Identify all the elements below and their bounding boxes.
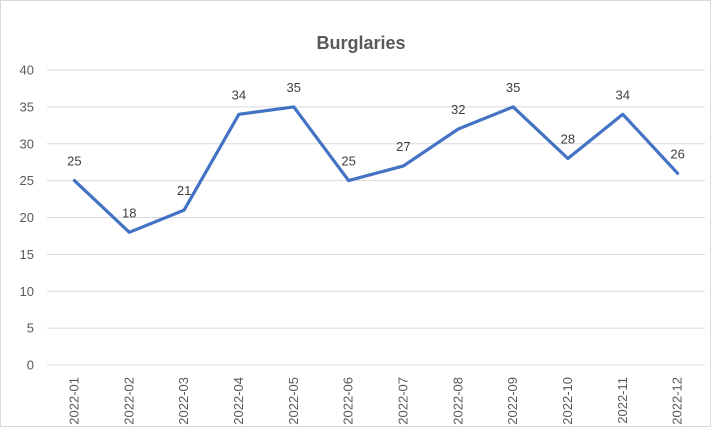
data-label: 35	[506, 80, 520, 95]
x-tick-label: 2022-06	[341, 377, 356, 425]
x-tick-label: 2022-08	[450, 377, 465, 425]
y-tick-label: 20	[20, 210, 34, 225]
data-label: 26	[670, 146, 684, 161]
y-tick-label: 30	[20, 136, 34, 151]
data-label: 18	[122, 205, 136, 220]
x-tick-label: 2022-12	[670, 377, 685, 425]
y-tick-label: 15	[20, 247, 34, 262]
data-label: 25	[341, 154, 355, 169]
x-axis-tick-labels: 2022-01 2022-02 2022-03 2022-04 2022-05 2022-…	[66, 377, 684, 425]
data-label: 28	[561, 132, 575, 147]
y-tick-label: 10	[20, 284, 34, 299]
chart-title: Burglaries	[316, 33, 405, 53]
x-tick-label: 2022-10	[560, 377, 575, 425]
data-label: 35	[287, 80, 301, 95]
y-tick-label: 25	[20, 173, 34, 188]
y-tick-label: 40	[20, 63, 34, 78]
data-label: 32	[451, 102, 465, 117]
y-tick-label: 0	[27, 358, 34, 373]
x-tick-label: 2022-05	[286, 377, 301, 425]
x-tick-label: 2022-07	[395, 377, 410, 425]
data-labels: 25 18 21 34 35 25 27 32 35 28 34 26	[67, 80, 685, 220]
series-line	[72, 105, 680, 234]
y-tick-label: 35	[20, 99, 34, 114]
data-label: 21	[177, 183, 191, 198]
x-tick-label: 2022-01	[66, 377, 81, 425]
series-lines	[72, 105, 680, 234]
data-label: 27	[396, 139, 410, 154]
data-label: 34	[232, 87, 246, 102]
data-label: 25	[67, 154, 81, 169]
data-label: 34	[616, 87, 630, 102]
y-axis-tick-labels: 0 5 10 15 20 25 30 35 40	[20, 63, 34, 373]
y-tick-label: 5	[27, 321, 34, 336]
x-tick-label: 2022-09	[505, 377, 520, 425]
x-tick-label: 2022-11	[615, 377, 630, 424]
x-tick-label: 2022-04	[231, 377, 246, 425]
x-tick-label: 2022-03	[176, 377, 191, 425]
gridlines	[47, 69, 705, 366]
x-tick-label: 2022-02	[121, 377, 136, 425]
